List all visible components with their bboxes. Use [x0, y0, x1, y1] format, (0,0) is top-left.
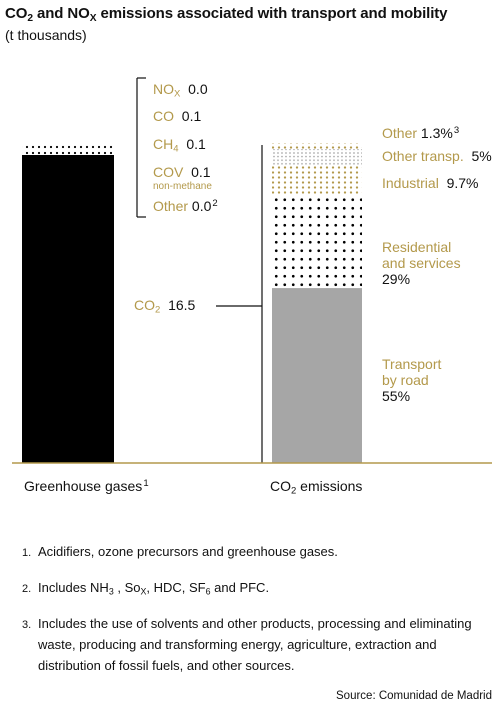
label-industrial: Industrial 9.7%: [382, 175, 479, 191]
label-co: CO 0.1: [153, 108, 202, 124]
footnote-3: 3. Includes the use of solvents and other…: [22, 616, 472, 673]
greenhouse-bar-group: [22, 143, 114, 463]
bar-segment-3: [272, 149, 362, 166]
footnote-2: 2. Includes NH3 , SoX, HDC, SF6 and PFC.: [22, 580, 270, 597]
chart-title: CO2 and NOX emissions associated with tr…: [5, 5, 448, 24]
co2-bar-group: [272, 143, 362, 463]
source-note: Source: Comunidad de Madrid: [336, 690, 492, 702]
label-other-gases: Other 0.02: [153, 197, 218, 214]
bar-segment-4: [272, 143, 362, 150]
label-cov-note: non-methane: [153, 181, 212, 192]
footnote-1: 1. Acidifiers, ozone precursors and green…: [22, 544, 338, 559]
label-residential: Residential and services 29%: [382, 239, 461, 287]
category-label-co2: CO2 emissions: [270, 478, 363, 497]
bar-segment-0: [272, 288, 362, 463]
label-other-transp: Other transp. 5%: [382, 148, 492, 164]
bar-co2: [22, 155, 114, 463]
chart-subtitle: (t thousands): [5, 27, 87, 43]
label-co2-total: CO2 16.5: [134, 297, 196, 316]
label-connectors: [136, 77, 263, 463]
bar-other-gases: [22, 143, 114, 155]
label-ch4: CH4 0.1: [153, 136, 206, 155]
bar-segment-2: [272, 165, 362, 196]
category-label-greenhouse: Greenhouse gases1: [24, 477, 149, 494]
label-other-sources: Other 1.3%3: [382, 124, 460, 141]
label-cov: COV 0.1: [153, 164, 211, 180]
label-transport-road: Transport by road 55%: [382, 356, 442, 404]
label-nox: NOX 0.0: [153, 81, 208, 100]
bar-segment-1: [272, 195, 362, 289]
